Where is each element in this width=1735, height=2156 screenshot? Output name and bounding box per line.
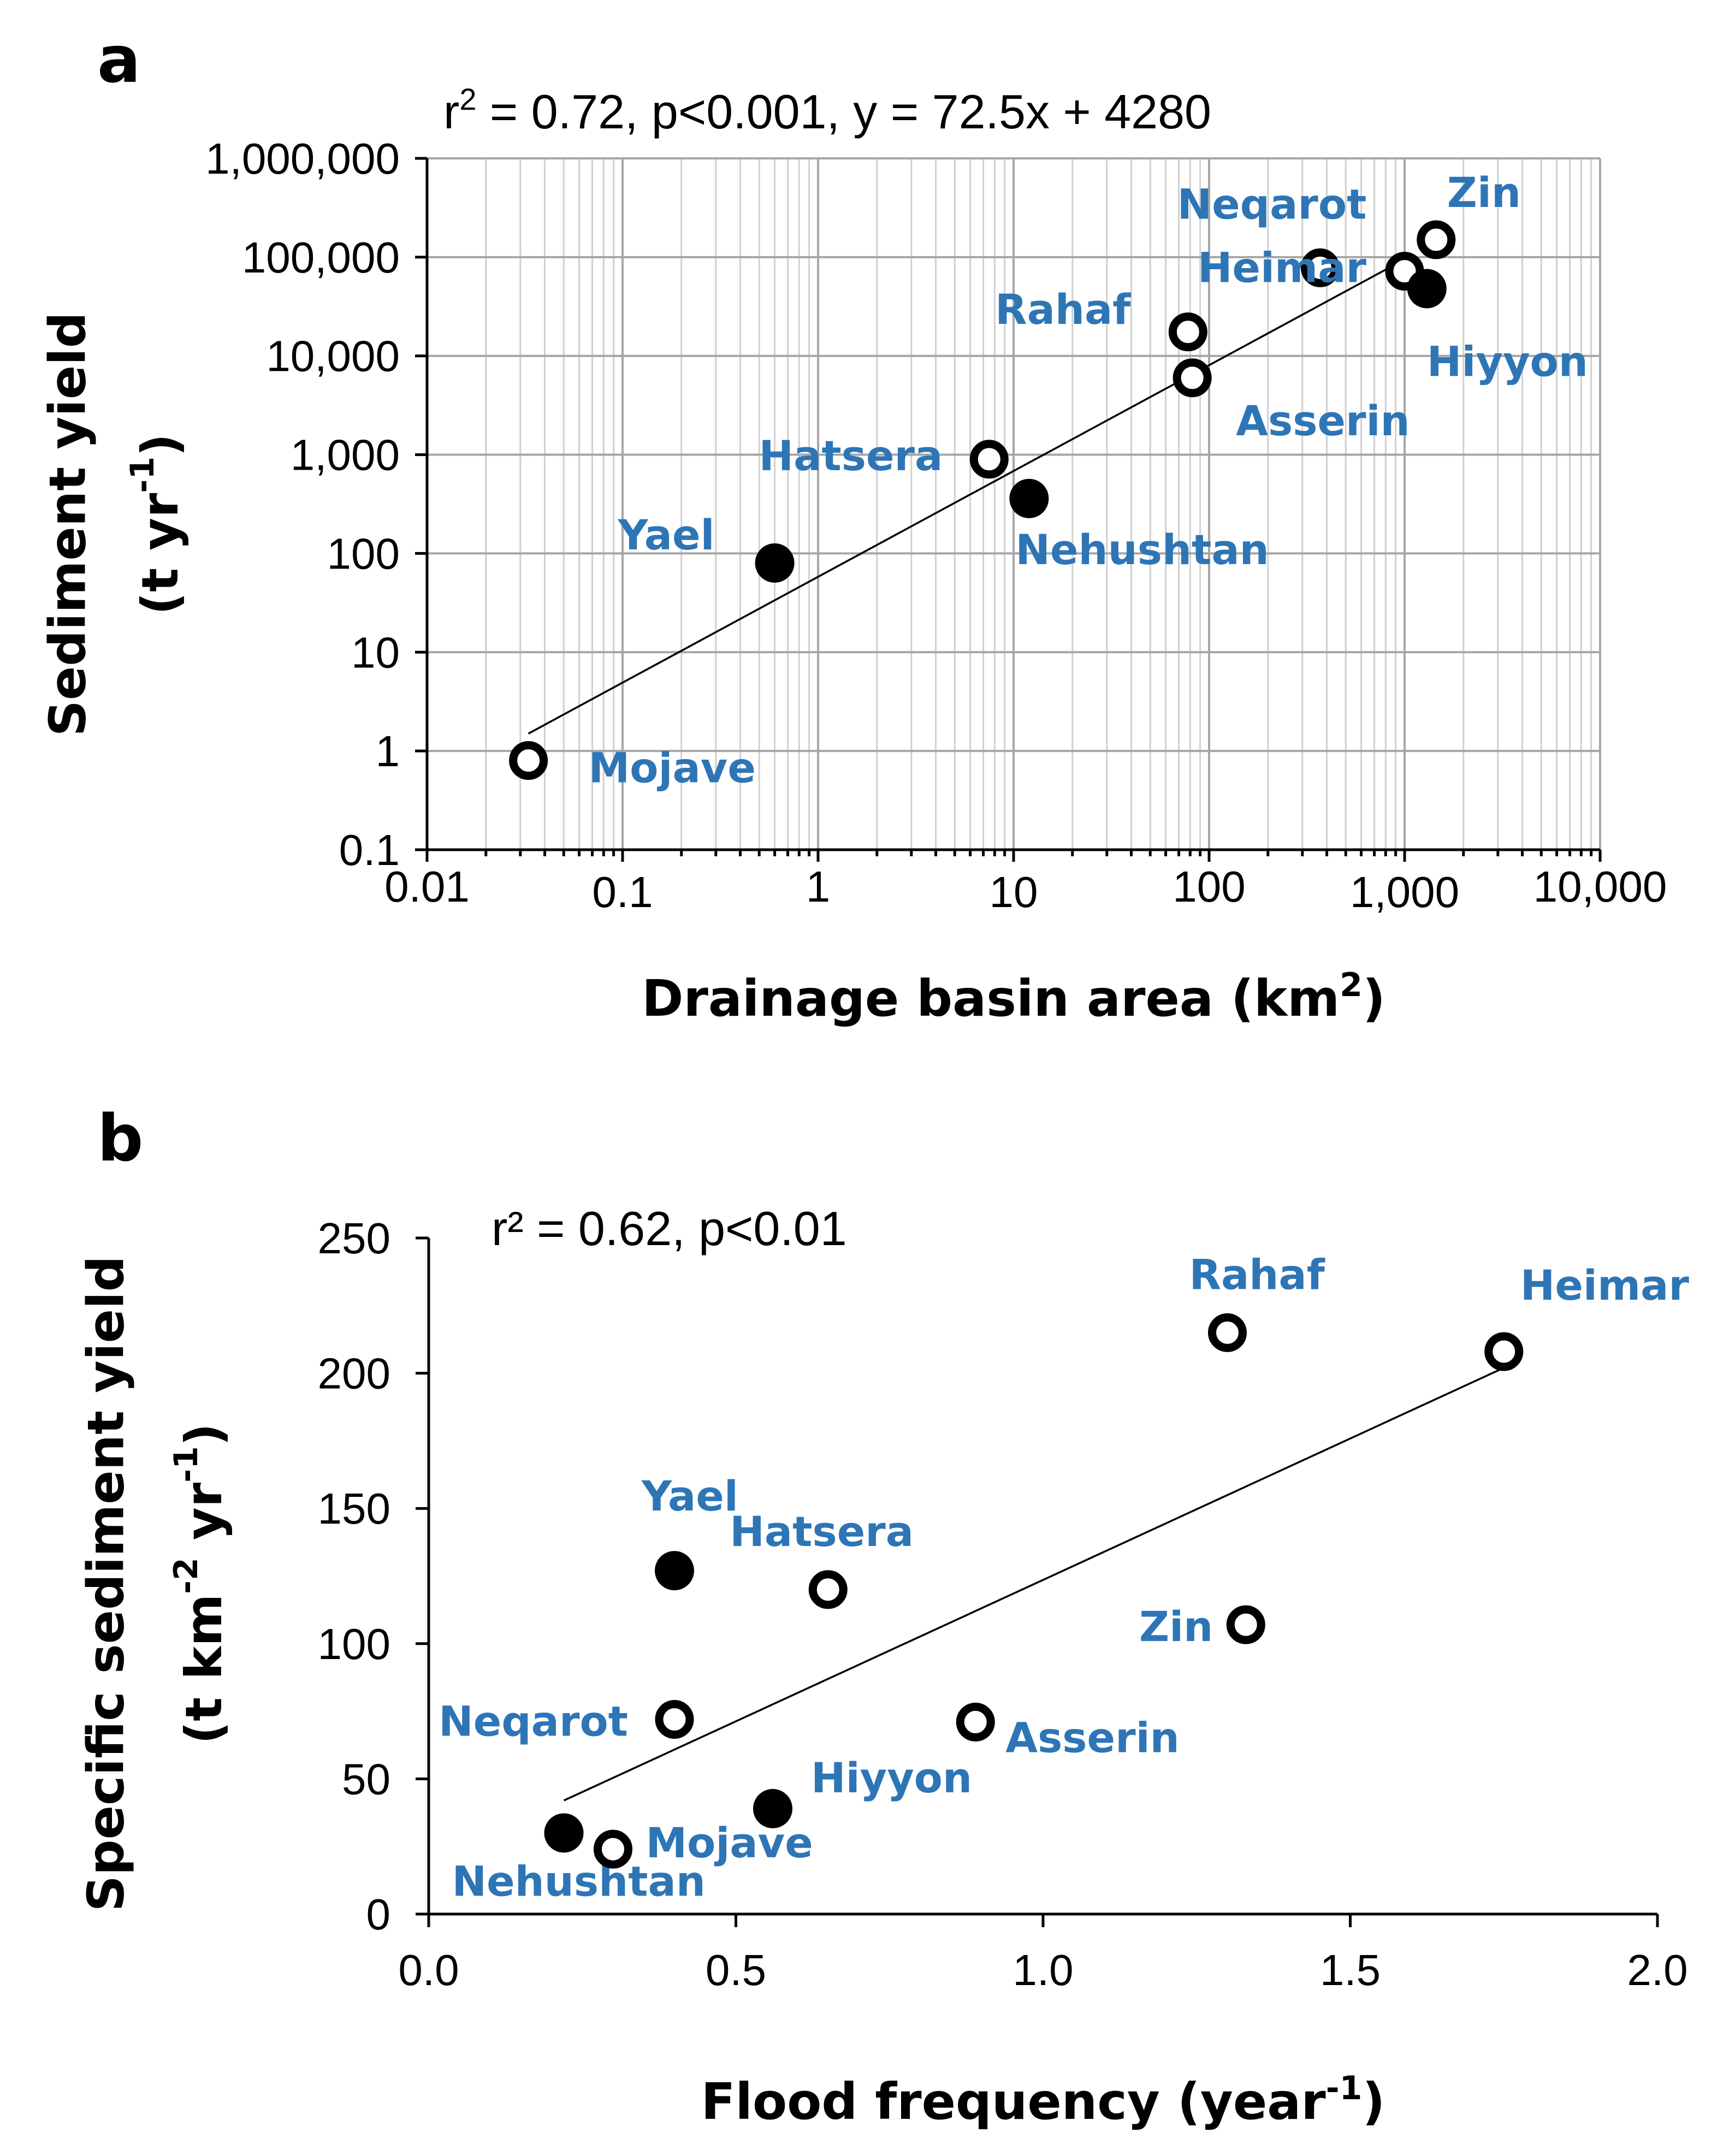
y-tick-label: 1,000,000 — [205, 134, 400, 183]
data-point-hatsera — [808, 1570, 848, 1609]
y-tick-label: 0 — [366, 1890, 391, 1939]
point-label-mojave: Mojave — [646, 1819, 813, 1867]
point-label-nehushtan: Nehushtan — [452, 1857, 706, 1905]
y-tick-label: 200 — [318, 1349, 390, 1398]
data-point-asserin — [1173, 358, 1212, 398]
x-tick-label: 10 — [990, 868, 1038, 916]
y-tick-label: 100 — [318, 1620, 390, 1668]
y-tick-label: 50 — [342, 1755, 390, 1803]
panel-b-chart: 0.0 0.5 1.0 1.5 2.0 0 50 100 150 200 250 NehushtanM… — [76, 1100, 1689, 2131]
panel-b-trendline — [563, 1367, 1505, 1802]
x-tick-label: 0.1 — [592, 868, 653, 916]
data-point-yael — [655, 1551, 694, 1591]
point-label-asserin: Asserin — [1005, 1713, 1179, 1762]
y-tick-label: 0.1 — [339, 826, 400, 874]
x-tick-label: 100 — [1173, 862, 1245, 911]
point-label-neqarot: Neqarot — [1177, 180, 1367, 228]
data-point-asserin — [956, 1702, 995, 1742]
y-tick-label: 10 — [351, 628, 400, 677]
point-label-hiyyon: Hiyyon — [811, 1754, 972, 1802]
point-label-hatsera: Hatsera — [730, 1507, 914, 1556]
x-tick-label: 0.0 — [398, 1946, 459, 1994]
y-tick-label: 150 — [318, 1484, 390, 1533]
panel-a-stats: r2 = 0.72, p<0.001, y = 72.5x + 4280 — [443, 82, 1211, 139]
panel-b-letter: b — [97, 1100, 143, 1176]
data-point-mojave — [594, 1829, 632, 1869]
data-point-heimar — [1484, 1332, 1524, 1371]
panel-b-y-axis-title: Specific sediment yield — [76, 1256, 135, 1912]
x-tick-label: 1,000 — [1350, 868, 1459, 916]
data-point-nehushtan — [1009, 478, 1049, 518]
panel-b-y-axis-units: (t km-2 yr-1) — [167, 1423, 234, 1744]
point-label-nehushtan: Nehushtan — [1015, 525, 1269, 574]
point-label-rahaf: Rahaf — [995, 285, 1131, 334]
point-label-hiyyon: Hiyyon — [1427, 337, 1588, 386]
data-point-neqarot — [1300, 248, 1340, 287]
x-tick-label: 0.5 — [706, 1946, 766, 1994]
data-point-hiyyon — [1407, 269, 1447, 309]
data-point-zin — [1417, 220, 1456, 259]
data-point-yael — [755, 543, 795, 583]
data-point-rahaf — [1208, 1313, 1247, 1352]
panel-a-gridlines — [426, 157, 1601, 851]
x-tick-label: 10,000 — [1533, 862, 1667, 911]
data-point-rahaf — [1168, 312, 1207, 352]
panel-a-chart: 0.01 0.1 1 10 100 1,000 10,0000.11101001,00010… — [38, 22, 1667, 1028]
panel-a-x-axis-title: Drainage basin area (km2) — [642, 966, 1385, 1028]
panel-a-y-axis-title: Sediment yield — [38, 312, 97, 736]
x-tick-label: 1.0 — [1012, 1946, 1073, 1994]
data-point-mojave — [509, 741, 548, 780]
data-point-zin — [1226, 1605, 1265, 1644]
data-point-hatsera — [969, 440, 1009, 479]
y-tick-label: 100 — [327, 529, 400, 578]
panel-b-x-axis-title: Flood frequency (year-1) — [701, 2069, 1385, 2131]
y-tick-label: 250 — [318, 1214, 390, 1263]
x-tick-label: 1.5 — [1320, 1946, 1381, 1994]
point-label-heimar: Heimar — [1198, 244, 1367, 292]
data-point-nehushtan — [544, 1813, 584, 1853]
point-label-heimar: Heimar — [1520, 1261, 1690, 1310]
point-label-rahaf: Rahaf — [1189, 1250, 1325, 1299]
y-tick-label: 1,000 — [291, 431, 400, 479]
panel-a-letter: a — [97, 22, 141, 97]
panel-b-stats: r² = 0.62, p<0.01 — [492, 1201, 847, 1255]
point-label-hatsera: Hatsera — [759, 431, 943, 480]
x-tick-label: 2.0 — [1627, 1946, 1687, 1994]
point-label-yael: Yael — [618, 511, 715, 559]
point-label-neqarot: Neqarot — [439, 1697, 628, 1745]
y-tick-label: 10,000 — [266, 332, 400, 381]
x-tick-label: 0.01 — [384, 862, 470, 911]
x-tick-label: 1 — [806, 862, 831, 911]
point-label-zin: Zin — [1447, 168, 1521, 217]
point-label-yael: Yael — [641, 1472, 738, 1520]
y-tick-label: 1 — [376, 727, 400, 775]
point-label-asserin: Asserin — [1236, 396, 1410, 445]
panel-a-y-axis-units: (t yr-1) — [123, 434, 190, 615]
point-label-mojave: Mojave — [589, 744, 756, 792]
data-point-neqarot — [655, 1699, 694, 1739]
panel-a-trendline — [528, 256, 1410, 735]
data-point-hiyyon — [753, 1788, 792, 1828]
y-tick-label: 100,000 — [242, 233, 400, 282]
point-label-zin: Zin — [1139, 1602, 1213, 1651]
